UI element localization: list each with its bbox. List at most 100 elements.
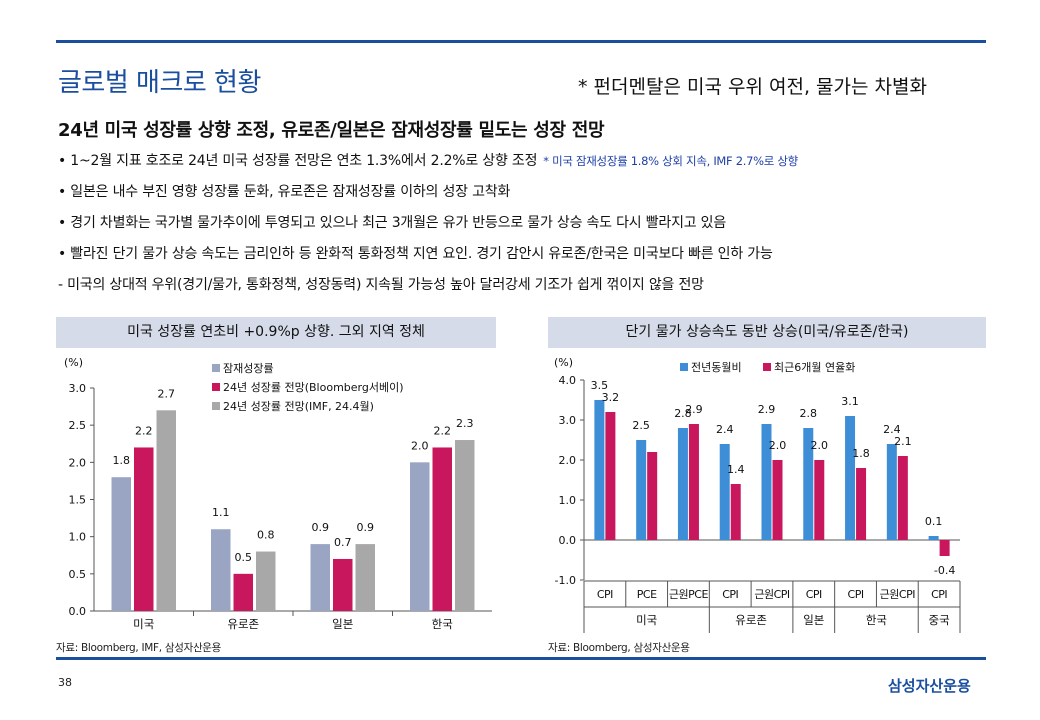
group-label: 유로존 [735,613,767,627]
bar [897,456,908,540]
bar [111,477,131,611]
bar [605,412,616,540]
x-category-label: 일본 [332,617,353,631]
legend-label: 전년동월비 [691,361,742,374]
bullet-item: • 1~2월 지표 호조로 24년 미국 성장률 전망은 연초 1.3%에서 2… [58,152,998,183]
x-category-label: CPI [848,588,864,601]
x-category-label: 근원CPI [754,588,790,601]
bar [772,460,783,540]
bar [730,484,741,540]
x-category-label: 근원PCE [669,588,709,601]
legend-label: 24년 성장률 전망(Bloomberg서베이) [223,381,404,394]
page-title: 글로벌 매크로 현황 [58,68,261,98]
bar-value-label: 2.9 [758,403,776,416]
bar-value-label: 2.5 [632,419,650,432]
bar [803,428,814,540]
y-tick-label: 2.0 [559,454,577,467]
bar [814,460,825,540]
x-category-label: CPI [597,588,613,601]
bar-value-label: 2.0 [811,439,829,452]
bullet-text: • 경기 차별화는 국가별 물가추이에 투영되고 있으나 최근 3개월은 유가 … [58,215,727,231]
bar-value-label: 2.8 [800,407,818,420]
y-tick-label: 3.0 [559,414,577,427]
group-label: 미국 [636,613,657,627]
bar [761,424,772,540]
bullet-text: • 일본은 내수 부진 영향 성장률 둔화, 유로존은 잠재성장률 이하의 성장… [58,184,511,200]
bar-value-label: 2.4 [883,423,901,436]
group-label: 한국 [866,613,887,627]
y-tick-label: 2.0 [69,456,87,469]
x-category-label: 한국 [432,617,453,631]
x-category-label: CPI [722,588,738,601]
bar [432,447,452,611]
bar [310,544,330,611]
y-tick-label: 2.5 [69,419,87,432]
bar-value-label: 1.4 [727,463,745,476]
bullet-item: • 빨라진 단기 물가 상승 속도는 금리인하 등 완화적 통화정책 지연 요인… [58,245,998,276]
y-tick-label: 3.0 [69,382,87,395]
bullet-item: • 경기 차별화는 국가별 물가추이에 투영되고 있으나 최근 3개월은 유가 … [58,214,998,245]
y-tick-label: 1.0 [69,531,87,544]
x-category-label: CPI [806,588,822,601]
y-tick-label: -1.0 [555,574,576,587]
bar-value-label: -0.4 [934,564,955,577]
bar-value-label: 2.7 [158,387,176,400]
bar-value-label: 2.8 [674,407,692,420]
bullet-item: - 미국의 상대적 우위(경기/물가, 통화정책, 성장동력) 지속될 가능성 … [58,276,998,307]
legend-swatch [212,402,220,410]
bar-value-label: 2.9 [685,403,703,416]
bar-value-label: 1.8 [113,454,131,467]
bar-value-label: 3.1 [841,395,859,408]
bar [594,400,605,540]
x-category-label: 미국 [133,617,154,631]
x-category-label: 근원CPI [880,588,916,601]
x-category-label: PCE [637,588,657,601]
right-chart-header: 단기 물가 상승속도 동반 상승(미국/유로존/한국) [548,317,986,348]
bar-value-label: 0.8 [257,529,275,542]
left-chart-source: 자료: Bloomberg, IMF, 삼성자산운용 [56,642,222,654]
bottom-divider [56,657,986,660]
legend-swatch [212,383,220,391]
bar [688,424,699,540]
bar-value-label: 2.4 [716,423,734,436]
inflation-chart: -1.0 0.0 1.0 2.0 3.0 4.0 미국 유로존 일본 한국 중국 CPI 3.53.2 P… [555,361,961,633]
bar [636,440,647,540]
bar-value-label: 2.3 [456,417,474,430]
bar [134,447,154,611]
x-category-label: CPI [931,588,947,601]
bar [886,444,897,540]
right-chart-source: 자료: Bloomberg, 삼성자산운용 [548,642,690,654]
growth-chart: 0.0 0.5 1.0 1.5 2.0 2.5 3.0 미국 1.8 2.2 2.7 유로존 1.1 0.… [69,362,492,631]
bullet-note: * 미국 잠재성장률 1.8% 상회 지속, IMF 2.7%로 상향 [543,154,798,168]
bar-value-label: 3.2 [602,391,620,404]
bullet-list: • 1~2월 지표 호조로 24년 미국 성장률 전망은 연초 1.3%에서 2… [58,152,998,307]
bar [939,540,950,556]
bar [677,428,688,540]
left-chart-header: 미국 성장률 연초비 +0.9%p 상향. 그외 지역 정체 [56,317,496,348]
bar-value-label: 2.1 [894,435,912,448]
bar [211,529,231,611]
bar [845,416,856,540]
page-number: 38 [58,676,72,689]
bullet-text: • 1~2월 지표 호조로 24년 미국 성장률 전망은 연초 1.3%에서 2… [58,153,538,169]
bar-value-label: 1.8 [852,447,870,460]
group-label: 일본 [803,613,824,627]
bar [647,452,658,540]
bar [355,544,375,611]
headline: 24년 미국 성장률 상향 조정, 유로존/일본은 잠재성장률 밑도는 성장 전… [58,120,605,141]
bar [333,558,353,611]
top-divider [56,40,986,43]
bar-value-label: 2.2 [135,424,153,437]
bar [856,468,867,540]
y-tick-label: 0.0 [559,534,577,547]
bar-value-label: 0.5 [235,551,253,564]
legend-swatch [680,363,688,371]
group-label: 중국 [929,613,950,627]
bullet-text: • 빨라진 단기 물가 상승 속도는 금리인하 등 완화적 통화정책 지연 요인… [58,246,773,262]
right-chart-unit: (%) [554,356,574,369]
bar [410,462,430,611]
brand-logo-text: 삼성자산운용 [888,677,971,695]
bar [719,444,730,540]
bar [233,573,253,611]
bar-value-label: 3.5 [591,379,609,392]
